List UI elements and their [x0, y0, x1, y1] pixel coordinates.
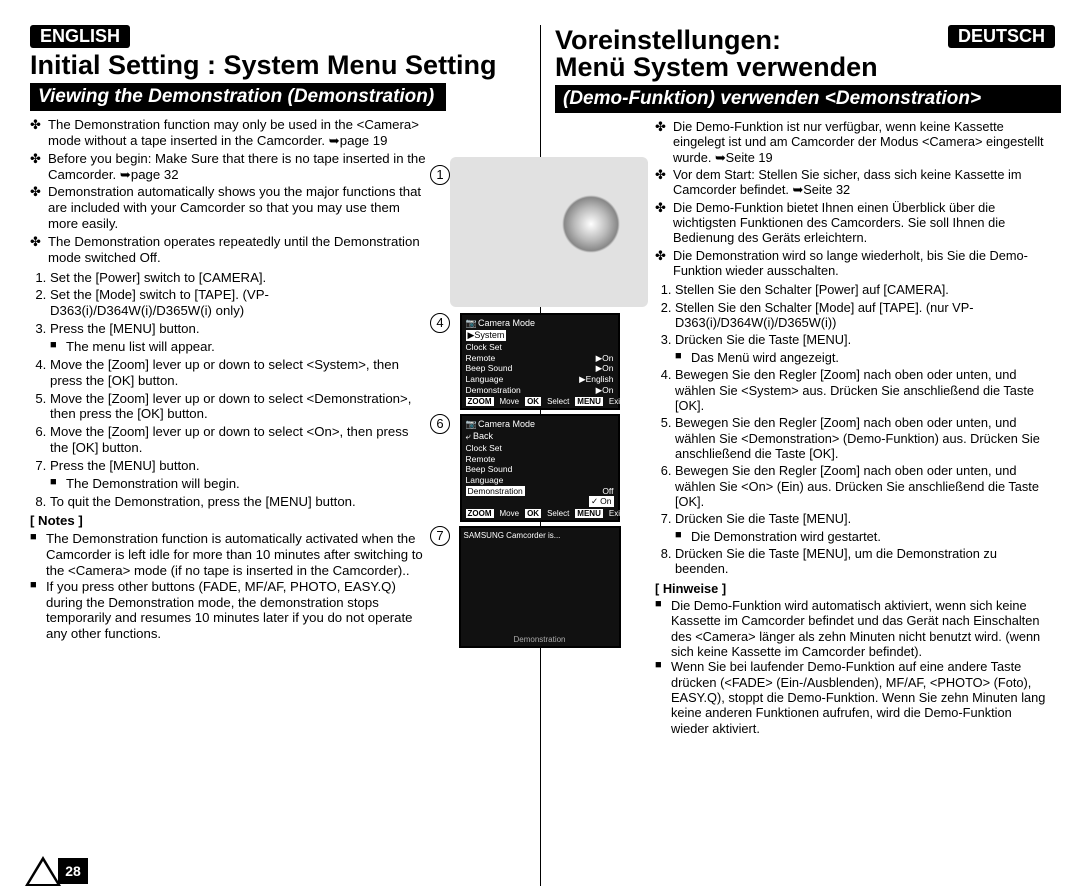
intro-item: Die Demo-Funktion bietet Ihnen einen Übe… [655, 200, 1050, 246]
lang-badge-de: DEUTSCH [948, 25, 1055, 48]
lcd-row: Remote [466, 454, 496, 465]
lcd-screen-6: 📷 Camera Mode ⤶ Back Clock Set Remote Be… [460, 414, 620, 522]
step: Move the [Zoom] lever up or down to sele… [50, 424, 430, 456]
lcd7-top: SAMSUNG Camcorder is... [464, 531, 616, 540]
section-bar-de: (Demo-Funktion) verwenden <Demonstration… [555, 85, 1061, 113]
lang-badge-en: ENGLISH [30, 25, 130, 48]
center-illustrations: 1 4 📷 Camera Mode ▶System Clock Set Remo… [432, 157, 647, 652]
step: Move the [Zoom] lever up or down to sele… [50, 357, 430, 389]
step: Stellen Sie den Schalter [Power] auf [CA… [675, 282, 1050, 297]
intro-list-en: The Demonstration function may only be u… [30, 117, 430, 266]
lcd-row: Clock Set [466, 443, 502, 454]
callout-4: 4 [430, 313, 450, 333]
step: To quit the Demonstration, press the [ME… [50, 494, 430, 510]
lcd-row: Beep Sound [466, 363, 513, 374]
step-text: Press the [MENU] button. [50, 321, 200, 336]
substep: Das Menü wird angezeigt. [691, 350, 1050, 365]
lcd-row: Remote [466, 353, 496, 364]
intro-item: Demonstration automatically shows you th… [30, 184, 430, 232]
title-de-2: Menü System verwenden [555, 54, 1055, 81]
step: Bewegen Sie den Regler [Zoom] nach oben … [675, 367, 1050, 413]
warning-triangle-icon: ! [25, 856, 61, 886]
callout-1: 1 [430, 165, 450, 185]
step: Drücken Sie die Taste [MENU], um die Dem… [675, 546, 1050, 577]
lcd-screen-7: SAMSUNG Camcorder is... Demonstration [459, 526, 621, 648]
callout-7: 7 [430, 526, 450, 546]
lcd-row-highlight: Demonstration [466, 486, 525, 497]
notes-heading-en: [ Notes ] [30, 513, 430, 529]
lcd-back: ⤶ Back [466, 431, 614, 442]
note: Wenn Sie bei laufender Demo-Funktion auf… [671, 659, 1050, 736]
callout-6: 6 [430, 414, 450, 434]
intro-list-de: Die Demo-Funktion ist nur verfügbar, wen… [655, 119, 1050, 278]
step: Bewegen Sie den Regler [Zoom] nach oben … [675, 463, 1050, 509]
page-number: 28 [58, 858, 88, 884]
step: Bewegen Sie den Regler [Zoom] nach oben … [675, 415, 1050, 461]
camera-illustration [450, 157, 648, 307]
lcd-row: Beep Sound [466, 464, 513, 475]
lcd-screen-4: 📷 Camera Mode ▶System Clock Set Remote▶O… [460, 313, 620, 410]
intro-item: The Demonstration operates repeatedly un… [30, 234, 430, 266]
intro-item: Die Demonstration wird so lange wiederho… [655, 248, 1050, 279]
lcd-title: Camera Mode [478, 419, 535, 429]
notes-heading-de: [ Hinweise ] [655, 581, 1050, 596]
substep: The Demonstration will begin. [66, 476, 430, 492]
manual-page: ENGLISH Initial Setting : System Menu Se… [0, 0, 1080, 886]
lcd7-bottom: Demonstration [461, 635, 619, 644]
step: Press the [MENU] button. The menu list w… [50, 321, 430, 355]
step-text: Drücken Sie die Taste [MENU]. [675, 332, 851, 347]
lcd-title: Camera Mode [478, 318, 535, 328]
notes-en: The Demonstration function is automatica… [30, 531, 430, 642]
steps-en: Set the [Power] switch to [CAMERA]. Set … [30, 270, 430, 510]
step-text: Press the [MENU] button. [50, 458, 200, 473]
body-en: The Demonstration function may only be u… [30, 117, 430, 642]
steps-de: Stellen Sie den Schalter [Power] auf [CA… [655, 282, 1050, 576]
notes-de: Die Demo-Funktion wird automatisch aktiv… [655, 598, 1050, 736]
step: Drücken Sie die Taste [MENU]. Das Menü w… [675, 332, 1050, 365]
title-en: Initial Setting : System Menu Setting [30, 52, 530, 79]
lcd-row: Demonstration [466, 385, 521, 396]
intro-item: Die Demo-Funktion ist nur verfügbar, wen… [655, 119, 1050, 165]
section-bar-en: Viewing the Demonstration (Demonstration… [30, 83, 446, 111]
note: If you press other buttons (FADE, MF/AF,… [46, 579, 430, 642]
lcd-footer: ZOOMMove OKSelect MENUExit [466, 509, 614, 518]
step: Move the [Zoom] lever up or down to sele… [50, 391, 430, 423]
lcd-row: Language [466, 374, 504, 385]
step-text: Drücken Sie die Taste [MENU]. [675, 511, 851, 526]
step: Press the [MENU] button. The Demonstrati… [50, 458, 430, 492]
body-de: Die Demo-Funktion ist nur verfügbar, wen… [655, 119, 1050, 736]
lcd-footer: ZOOMMove OKSelect MENUExit [466, 397, 614, 406]
intro-item: The Demonstration function may only be u… [30, 117, 430, 149]
lcd-row: Clock Set [466, 342, 502, 353]
lcd-on: On [589, 496, 613, 507]
step: Set the [Power] switch to [CAMERA]. [50, 270, 430, 286]
step: Set the [Mode] switch to [TAPE]. (VP-D36… [50, 287, 430, 319]
intro-item: Vor dem Start: Stellen Sie sicher, dass … [655, 167, 1050, 198]
substep: The menu list will appear. [66, 339, 430, 355]
intro-item: Before you begin: Make Sure that there i… [30, 151, 430, 183]
lcd-row: Language [466, 475, 504, 486]
lcd-category: ▶System [466, 330, 507, 341]
substep: Die Demonstration wird gestartet. [691, 529, 1050, 544]
step: Drücken Sie die Taste [MENU]. Die Demons… [675, 511, 1050, 544]
note: The Demonstration function is automatica… [46, 531, 430, 579]
step: Stellen Sie den Schalter [Mode] auf [TAP… [675, 300, 1050, 331]
note: Die Demo-Funktion wird automatisch aktiv… [671, 598, 1050, 659]
